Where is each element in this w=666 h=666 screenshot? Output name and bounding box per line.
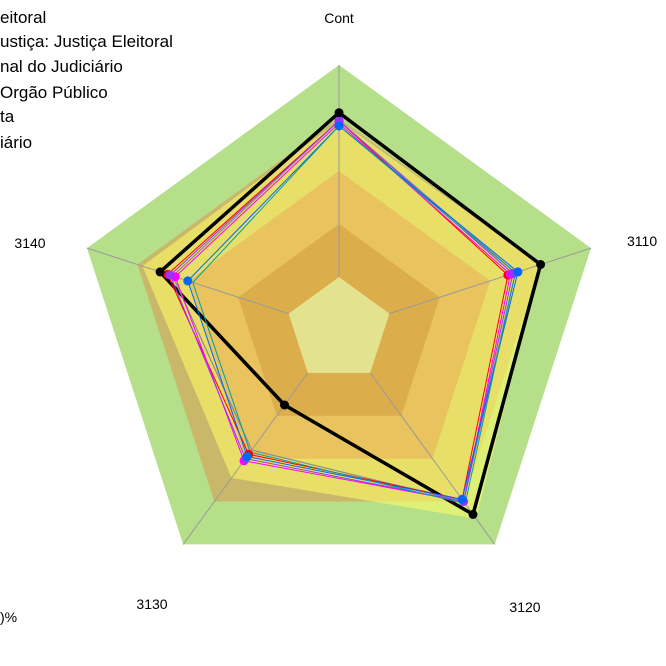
point-s4-3140 bbox=[165, 270, 175, 280]
series-line-0 bbox=[158, 110, 543, 517]
axis-label-3130: 3130 bbox=[136, 596, 167, 612]
point-s0-Cont bbox=[334, 108, 344, 118]
point-s5-Cont bbox=[334, 121, 344, 131]
series-line-5 bbox=[187, 125, 519, 500]
legend-item-1: ustiça: Justiça Eleitoral bbox=[0, 32, 173, 51]
axis-label-cont: Cont bbox=[324, 10, 354, 26]
radar-series bbox=[155, 108, 546, 519]
axis-label-3110: 3110 bbox=[627, 233, 657, 249]
point-s5-3130 bbox=[242, 452, 252, 461]
point-s5-3110 bbox=[513, 267, 523, 277]
spoke-3110 bbox=[389, 247, 592, 315]
point-s5-3140 bbox=[183, 276, 193, 286]
point-s0-3140 bbox=[155, 267, 165, 277]
point-s5-3120 bbox=[457, 494, 467, 504]
legend-item-4: ta bbox=[0, 107, 15, 126]
legend-item-5: iário bbox=[0, 133, 32, 152]
legend-item-2: nal do Judiciário bbox=[0, 57, 123, 76]
series-line-3 bbox=[174, 122, 511, 502]
yellow-region bbox=[142, 120, 541, 519]
axis-label-3120: 3120 bbox=[509, 599, 540, 615]
point-s0-3120 bbox=[468, 509, 478, 519]
legend-item-0: eitoral bbox=[0, 8, 46, 27]
highlight-region bbox=[142, 120, 541, 519]
series-line-6 bbox=[192, 125, 516, 505]
bottom-left-label: )% bbox=[0, 609, 17, 625]
legend-item-3: Orgão Público bbox=[0, 83, 108, 102]
point-s0-3130 bbox=[280, 400, 289, 410]
point-s0-3110 bbox=[536, 260, 546, 269]
series-line-1 bbox=[172, 120, 517, 503]
legend: eitoral ustiça: Justiça Eleitoral nal do… bbox=[0, 8, 173, 152]
axis-label-3140: 3140 bbox=[14, 235, 45, 251]
series-line-2 bbox=[167, 120, 509, 500]
series-line-4 bbox=[169, 120, 514, 502]
axis-labels: Cont 3110 3120 3130 3140 bbox=[14, 10, 657, 615]
